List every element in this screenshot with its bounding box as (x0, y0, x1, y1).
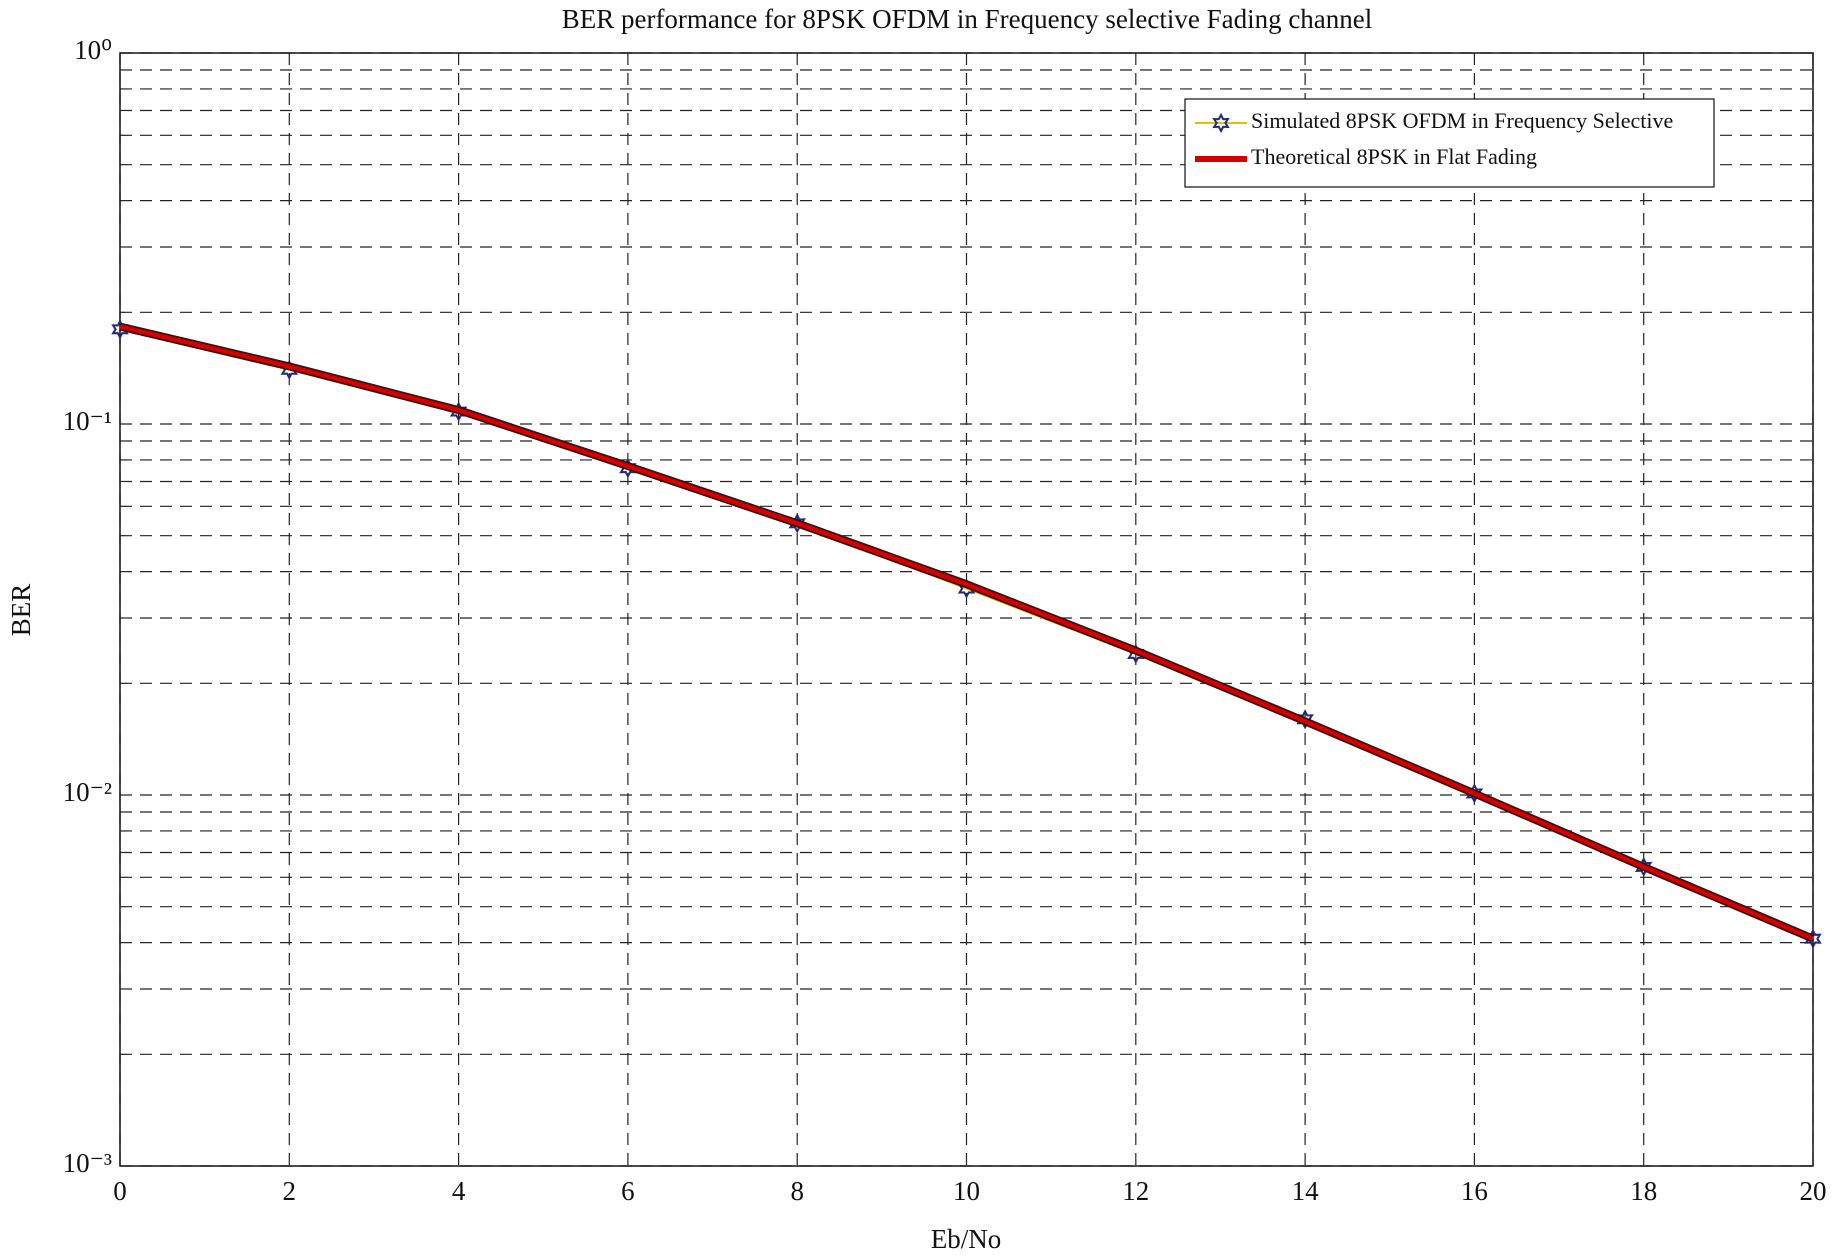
y-tick-label: 10⁰ (74, 35, 112, 65)
x-tick-label: 6 (621, 1176, 635, 1206)
chart-title: BER performance for 8PSK OFDM in Frequen… (562, 4, 1373, 34)
y-tick-label: 10⁻³ (63, 1148, 112, 1178)
x-tick-label: 0 (113, 1176, 127, 1206)
y-axis-label: BER (6, 584, 36, 637)
x-tick-label: 4 (452, 1176, 466, 1206)
x-tick-label: 12 (1122, 1176, 1149, 1206)
x-axis-label: Eb/No (931, 1224, 1002, 1254)
legend-marker (1212, 112, 1230, 134)
x-tick-label: 20 (1800, 1176, 1827, 1206)
legend-label: Theoretical 8PSK in Flat Fading (1251, 144, 1537, 169)
x-tick-label: 2 (283, 1176, 297, 1206)
legend-label: Simulated 8PSK OFDM in Frequency Selecti… (1251, 108, 1673, 133)
legend-box (1184, 98, 1715, 188)
y-tick-label: 10⁻² (63, 777, 112, 807)
x-tick-label: 16 (1461, 1176, 1488, 1206)
y-tick-label: 10⁻¹ (63, 406, 112, 436)
x-tick-label: 18 (1630, 1176, 1657, 1206)
x-tick-label: 14 (1292, 1176, 1320, 1206)
series-line (119, 324, 1814, 941)
x-tick-label: 10 (953, 1176, 980, 1206)
x-tick-label: 8 (790, 1176, 804, 1206)
plot-frame (119, 52, 1814, 1167)
